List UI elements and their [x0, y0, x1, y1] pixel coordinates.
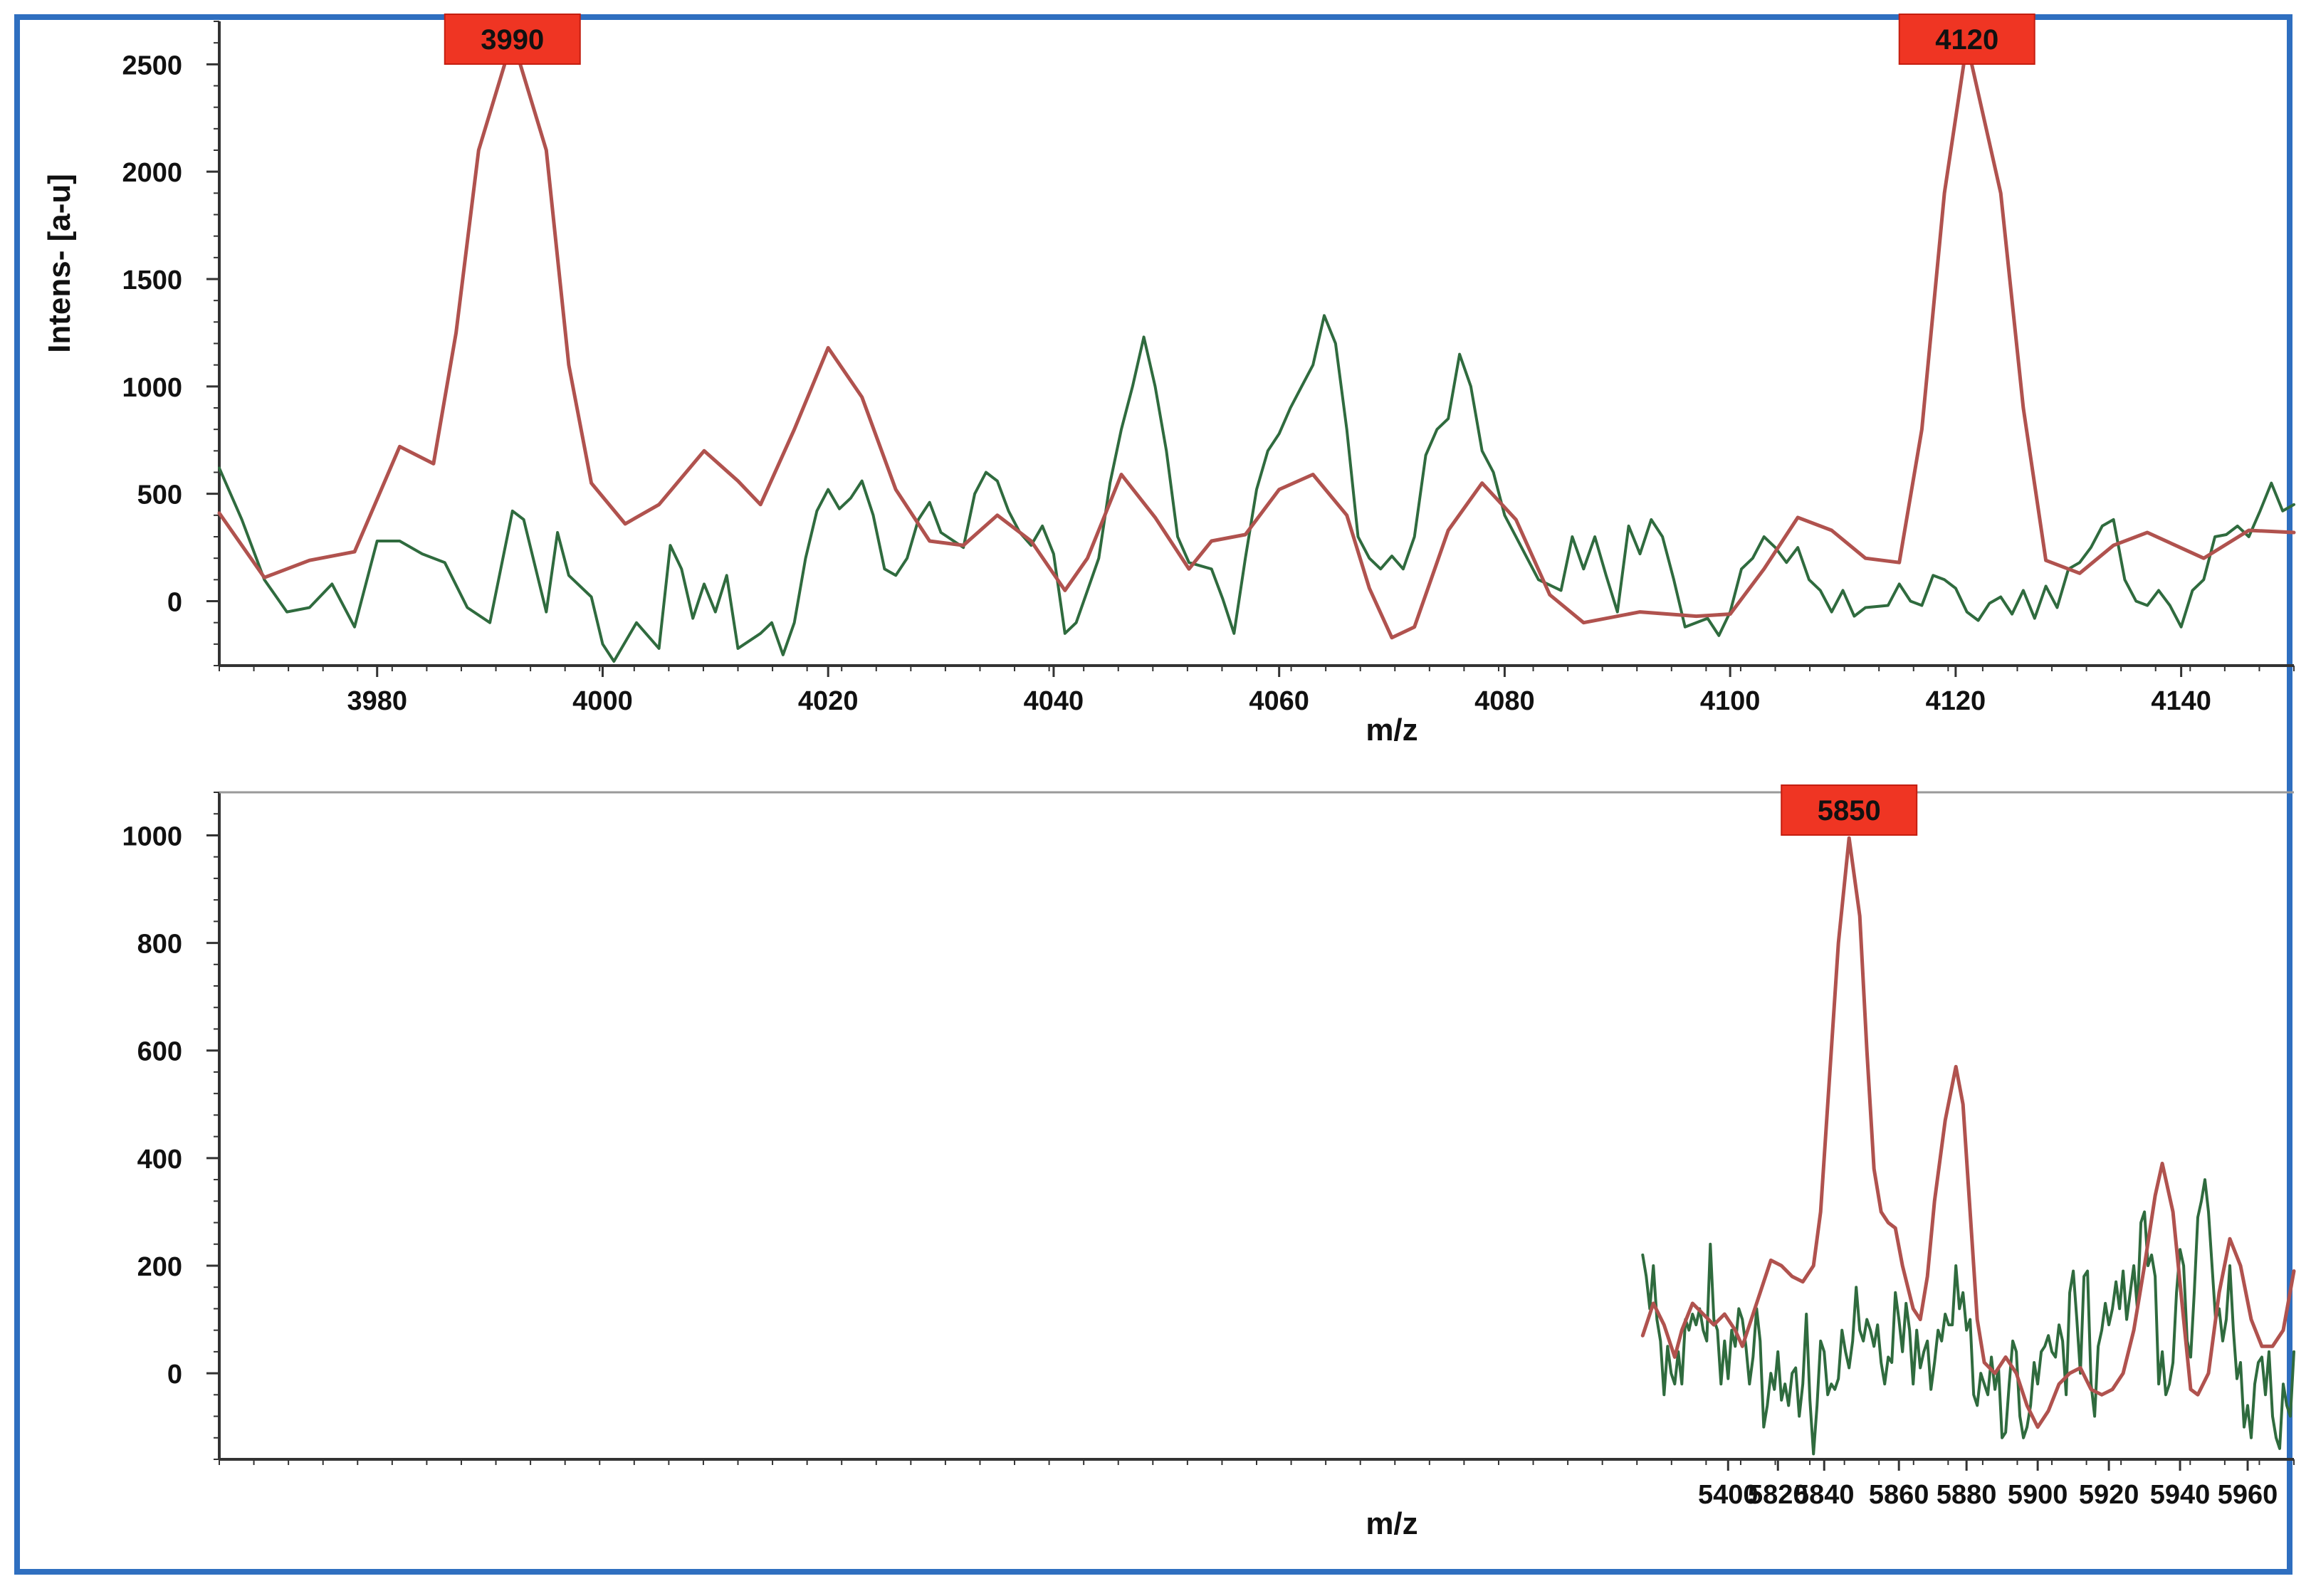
y-tick-label: 200	[137, 1252, 182, 1282]
x-tick-label: 5820	[1748, 1480, 1808, 1510]
raw-trace	[1641, 1178, 2295, 1456]
smoothed-trace	[1640, 836, 2296, 1429]
y-tick-label: 2000	[122, 158, 182, 188]
x-tick-label: 5840	[1794, 1480, 1855, 1510]
peak-label-text: 5850	[1818, 795, 1881, 826]
x-tick-label: 5900	[2008, 1480, 2068, 1510]
x-tick-label: 4100	[1700, 686, 1761, 716]
x-tick-label: 5920	[2079, 1480, 2139, 1510]
y-tick-label: 1500	[122, 266, 182, 295]
peak-label-box	[1898, 14, 2035, 65]
x-tick-label: 3980	[347, 686, 407, 716]
peak-label-box	[1781, 784, 1918, 836]
peak-label-box	[444, 14, 581, 65]
y-tick-label: 1000	[122, 821, 182, 851]
x-tick-label: 4060	[1249, 686, 1309, 716]
y-tick-label: 0	[167, 1360, 182, 1390]
y-tick-label: 2500	[122, 51, 182, 80]
x-tick-label: 5400	[1698, 1480, 1759, 1510]
x-tick-label: 4140	[2151, 686, 2211, 716]
x-tick-label: 4120	[1926, 686, 1986, 716]
x-tick-label: 4080	[1474, 686, 1535, 716]
x-tick-label: 4020	[798, 686, 859, 716]
smoothed-trace	[217, 36, 2296, 640]
x-tick-label: 4040	[1024, 686, 1084, 716]
y-tick-label: 0	[167, 588, 182, 618]
x-tick-label: 5940	[2150, 1480, 2211, 1510]
x-axis-title: m/z	[1366, 1506, 1417, 1541]
peak-label-text: 3990	[481, 24, 544, 56]
y-axis-title: Intens- [a-u]	[42, 174, 77, 353]
top-spectrum-panel: 0 500 1000 1500 2000 2500 3980 4000 4020 4040 4060…	[42, 14, 2296, 747]
y-tick-label: 800	[137, 930, 182, 960]
x-tick-label: 5960	[2218, 1480, 2278, 1510]
y-tick-label: 500	[137, 481, 182, 510]
x-tick-label: 5880	[1937, 1480, 1997, 1510]
raw-trace	[218, 314, 2295, 663]
y-tick-label: 400	[137, 1145, 182, 1175]
x-tick-label: 4000	[572, 686, 633, 716]
y-tick-label: 600	[137, 1037, 182, 1067]
y-tick-label: 1000	[122, 373, 182, 403]
x-tick-label: 5860	[1869, 1480, 1929, 1510]
peak-label-text: 4120	[1935, 24, 1998, 56]
x-axis-title: m/z	[1366, 713, 1417, 747]
